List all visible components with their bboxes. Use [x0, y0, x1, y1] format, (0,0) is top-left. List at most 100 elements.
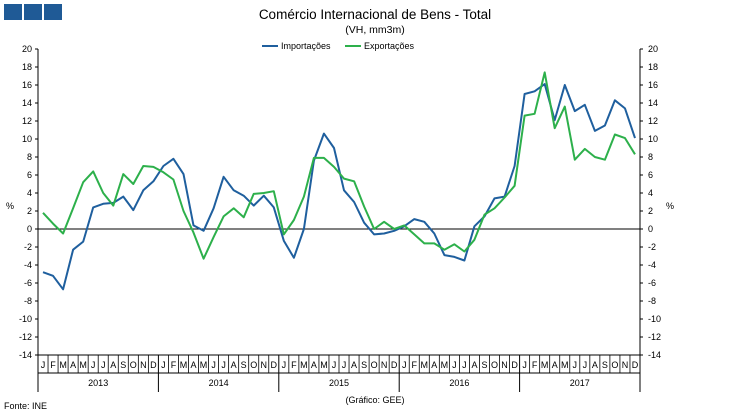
- x-month-label: A: [110, 360, 116, 370]
- y-tick-label-left: -2: [24, 242, 32, 252]
- y-tick-label-right: -8: [648, 296, 656, 306]
- logo-square-icon: [4, 4, 22, 20]
- x-month-label: O: [611, 360, 618, 370]
- x-month-label: M: [200, 360, 208, 370]
- y-tick-label-right: 4: [648, 188, 653, 198]
- x-month-label: F: [412, 360, 418, 370]
- logo: [4, 4, 62, 20]
- y-tick-label-right: 18: [648, 62, 658, 72]
- y-tick-label-left: 10: [22, 134, 32, 144]
- x-month-label: J: [221, 360, 226, 370]
- x-month-label: F: [171, 360, 177, 370]
- x-year-label: 2014: [209, 378, 229, 388]
- y-tick-label-left: 20: [22, 44, 32, 54]
- y-tick-label-left: -8: [24, 296, 32, 306]
- x-month-label: J: [342, 360, 347, 370]
- y-tick-label-right: 6: [648, 170, 653, 180]
- y-tick-label-right: -2: [648, 242, 656, 252]
- chart-subtitle: (VH, mm3m): [345, 24, 405, 36]
- x-month-label: S: [481, 360, 487, 370]
- y-tick-label-right: 16: [648, 80, 658, 90]
- x-month-label: M: [79, 360, 87, 370]
- x-year-label: 2015: [329, 378, 349, 388]
- y-unit-label-left: %: [6, 201, 14, 211]
- y-tick-label-right: 20: [648, 44, 658, 54]
- x-month-label: O: [371, 360, 378, 370]
- x-month-label: A: [431, 360, 437, 370]
- x-month-label: S: [120, 360, 126, 370]
- x-month-label: M: [541, 360, 549, 370]
- x-month-label: M: [441, 360, 449, 370]
- y-tick-label-right: 14: [648, 98, 658, 108]
- x-month-label: A: [351, 360, 357, 370]
- x-month-label: N: [140, 360, 147, 370]
- y-tick-label-right: -14: [648, 350, 661, 360]
- x-month-label: S: [241, 360, 247, 370]
- x-month-label: J: [402, 360, 407, 370]
- x-month-label: F: [532, 360, 538, 370]
- y-tick-label-left: 0: [27, 224, 32, 234]
- y-tick-label-right: -12: [648, 332, 661, 342]
- x-month-label: N: [501, 360, 508, 370]
- y-tick-label-left: 12: [22, 116, 32, 126]
- x-month-label: D: [150, 360, 157, 370]
- x-month-label: M: [320, 360, 328, 370]
- y-tick-label-left: 18: [22, 62, 32, 72]
- logo-square-icon: [44, 4, 62, 20]
- x-month-label: J: [211, 360, 216, 370]
- legend-label: Importações: [281, 41, 331, 51]
- logo-square-icon: [24, 4, 42, 20]
- y-tick-label-left: 2: [27, 206, 32, 216]
- x-month-label: S: [602, 360, 608, 370]
- x-month-label: J: [522, 360, 527, 370]
- series-line-exportacoes: [42, 71, 636, 260]
- x-month-label: A: [191, 360, 197, 370]
- x-month-label: J: [573, 360, 578, 370]
- y-tick-label-right: -6: [648, 278, 656, 288]
- y-tick-label-left: -6: [24, 278, 32, 288]
- x-month-label: M: [421, 360, 429, 370]
- y-tick-label-right: 2: [648, 206, 653, 216]
- x-month-label: M: [59, 360, 67, 370]
- y-tick-label-right: 12: [648, 116, 658, 126]
- x-month-label: J: [452, 360, 457, 370]
- x-month-label: J: [282, 360, 287, 370]
- x-month-label: J: [161, 360, 166, 370]
- x-month-label: M: [300, 360, 308, 370]
- x-month-label: D: [511, 360, 518, 370]
- chart-credit: (Gráfico: GEE): [345, 395, 405, 405]
- x-year-label: 2016: [449, 378, 469, 388]
- x-year-label: 2017: [570, 378, 590, 388]
- y-tick-label-left: 14: [22, 98, 32, 108]
- legend-label: Exportações: [364, 41, 415, 51]
- y-tick-label-left: -14: [19, 350, 32, 360]
- y-tick-label-left: 6: [27, 170, 32, 180]
- y-tick-label-left: 4: [27, 188, 32, 198]
- x-month-label: O: [250, 360, 257, 370]
- y-tick-label-left: -4: [24, 260, 32, 270]
- y-tick-label-right: 0: [648, 224, 653, 234]
- y-tick-label-right: -10: [648, 314, 661, 324]
- series-line-importacoes: [42, 83, 636, 291]
- y-tick-label-left: -10: [19, 314, 32, 324]
- source-note: Fonte: INE: [4, 401, 48, 411]
- x-month-label: J: [41, 360, 46, 370]
- x-year-label: 2013: [88, 378, 108, 388]
- x-month-label: D: [271, 360, 278, 370]
- x-month-label: A: [592, 360, 598, 370]
- x-month-label: J: [332, 360, 337, 370]
- x-month-label: J: [91, 360, 96, 370]
- y-tick-label-left: 16: [22, 80, 32, 90]
- x-month-label: F: [50, 360, 56, 370]
- x-month-label: N: [622, 360, 629, 370]
- y-unit-label-right: %: [666, 201, 674, 211]
- x-month-label: F: [291, 360, 297, 370]
- y-tick-label-right: -4: [648, 260, 656, 270]
- y-tick-label-right: 8: [648, 152, 653, 162]
- x-month-label: M: [561, 360, 569, 370]
- x-month-label: O: [130, 360, 137, 370]
- y-tick-label-left: 8: [27, 152, 32, 162]
- x-month-label: A: [471, 360, 477, 370]
- x-month-label: M: [180, 360, 188, 370]
